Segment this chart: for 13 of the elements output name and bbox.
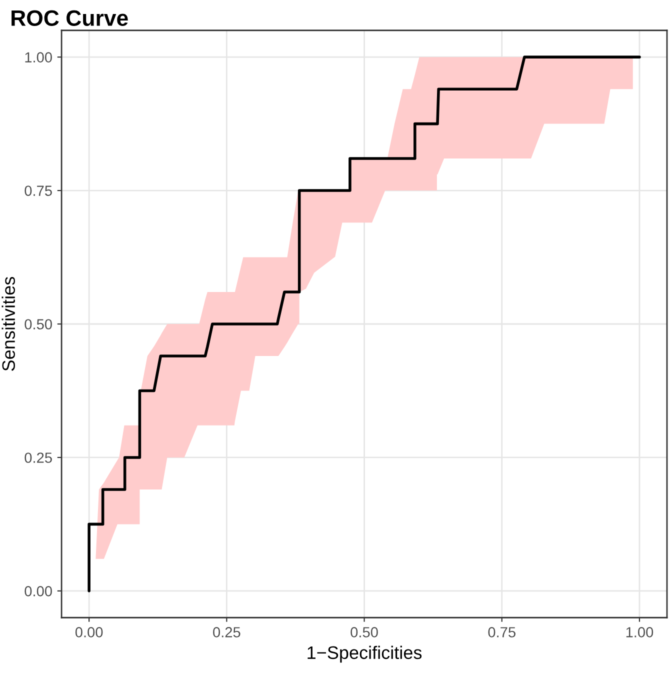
x-axis-title: 1−Specificities [308,646,422,663]
x-tick-label: 0.00 [75,627,103,638]
y-axis-title: Sensitivities [2,276,16,371]
x-tick-label: 0.25 [213,627,240,638]
y-tick-label: 0.75 [24,186,52,196]
x-tick-label: 1.00 [626,627,654,638]
y-tick-label: 0.25 [24,452,52,463]
y-tick-label: 1.00 [25,52,52,62]
y-tick-label: 0.00 [24,586,52,596]
y-tick-label: 0.50 [24,319,52,330]
x-tick-label: 0.50 [350,627,378,638]
x-tick-label: 0.75 [488,627,516,638]
chart-title: ROC Curve [12,10,128,26]
